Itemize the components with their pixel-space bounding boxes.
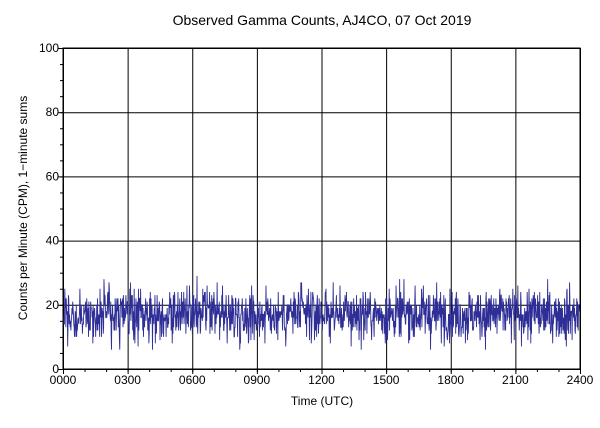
y-tick-labels: 0 20 40 60 80 100 [39,41,59,376]
x-tick-label: 0300 [114,373,141,387]
x-tick-label: 0900 [244,373,271,387]
chart-title: Observed Gamma Counts, AJ4CO, 07 Oct 201… [173,12,472,28]
y-axis-label: Counts per Minute (CPM), 1−minute sums [16,96,30,320]
x-tick-label: 1800 [437,373,464,387]
x-tick-label: 0000 [50,373,77,387]
x-axis-label: Time (UTC) [291,394,353,408]
x-tick-label: 0600 [179,373,206,387]
x-tick-label: 1500 [373,373,400,387]
y-tick-label: 20 [46,298,60,312]
y-tick-label: 40 [46,234,60,248]
x-tick-label: 1200 [308,373,335,387]
series-line-gamma-counts [62,275,581,350]
y-tick-label: 80 [46,105,60,119]
y-tick-label: 60 [46,169,60,183]
x-tick-label: 2100 [502,373,529,387]
axis-ticks [58,48,581,374]
series-gamma-counts [62,275,581,350]
y-tick-label: 100 [39,41,59,55]
y-tick-label: 0 [52,362,59,376]
x-tick-label: 2400 [567,373,594,387]
x-tick-labels: 0000 0300 0600 0900 1200 1500 1800 2100 2400 [50,373,594,387]
